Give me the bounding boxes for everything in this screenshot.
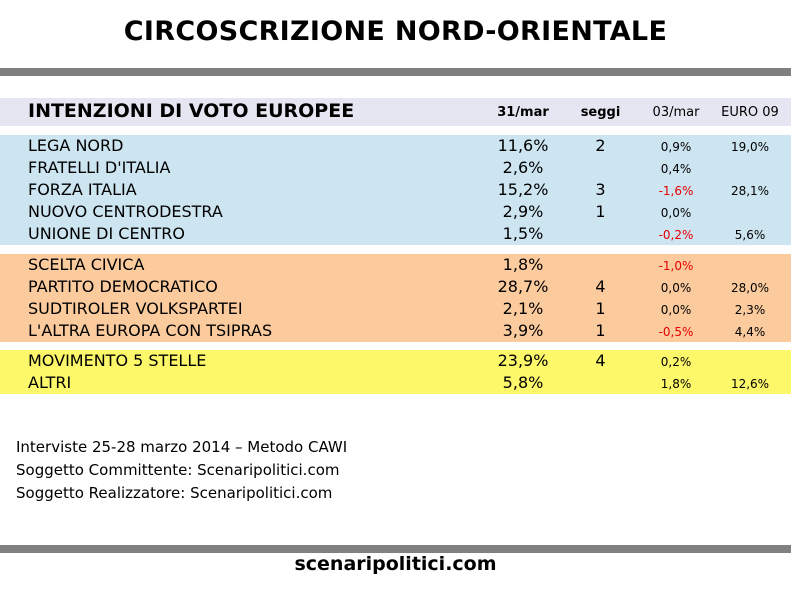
table-row: LEGA NORD 11,6% 2 0,9% 19,0%: [0, 135, 791, 157]
bottom-divider: [0, 545, 791, 553]
euro-09-result: 28,1%: [730, 184, 770, 198]
footer-site: scenaripolitici.com: [294, 553, 497, 575]
table-row: FRATELLI D'ITALIA 2,6% 0,4%: [0, 157, 791, 179]
party-name: NUOVO CENTRODESTRA: [28, 202, 223, 221]
table-header: INTENZIONI DI VOTO EUROPEE 31/mar seggi …: [0, 98, 791, 126]
delta-vs-03-mar: -0,5%: [658, 325, 694, 339]
page-title: CIRCOSCRIZIONE NORD-ORIENTALE: [123, 16, 668, 47]
column-header-euro-09: EURO 09: [721, 105, 779, 120]
seats-count: 3: [595, 180, 606, 199]
seats-count: 4: [595, 351, 606, 370]
column-header-03-mar: 03/mar: [652, 105, 700, 120]
seats-count: 1: [595, 202, 606, 221]
vote-share: 1,8%: [502, 255, 544, 274]
vote-share: 5,8%: [502, 373, 544, 392]
delta-vs-03-mar: -1,0%: [658, 259, 694, 273]
party-name: PARTITO DEMOCRATICO: [28, 277, 218, 296]
euro-09-result: 19,0%: [730, 140, 770, 154]
seats-count: 1: [595, 299, 606, 318]
vote-share: 2,9%: [502, 202, 544, 221]
table-row: NUOVO CENTRODESTRA 2,9% 1 0,0%: [0, 201, 791, 223]
table-row: PARTITO DEMOCRATICO 28,7% 4 0,0% 28,0%: [0, 276, 791, 298]
vote-share: 2,6%: [502, 158, 544, 177]
vote-share: 2,1%: [502, 299, 544, 318]
table-row: MOVIMENTO 5 STELLE 23,9% 4 0,2%: [0, 350, 791, 372]
note-interviews: Interviste 25-28 marzo 2014 – Metodo CAW…: [16, 438, 348, 456]
party-name: FORZA ITALIA: [28, 180, 137, 199]
survey-notes: Interviste 25-28 marzo 2014 – Metodo CAW…: [16, 436, 347, 505]
delta-vs-03-mar: 0,9%: [660, 140, 692, 154]
seats-count: 2: [595, 136, 606, 155]
table-row: FORZA ITALIA 15,2% 3 -1,6% 28,1%: [0, 179, 791, 201]
group-centrosinistra: SCELTA CIVICA 1,8% -1,0% PARTITO DEMOCRATIC…: [0, 254, 791, 342]
vote-share: 28,7%: [497, 277, 549, 296]
delta-vs-03-mar: 0,4%: [660, 162, 692, 176]
vote-share: 1,5%: [502, 224, 544, 243]
table-row: L'ALTRA EUROPA CON TSIPRAS 3,9% 1 -0,5% 4,4%: [0, 320, 791, 342]
vote-share: 3,9%: [502, 321, 544, 340]
table-row: SUDTIROLER VOLKSPARTEI 2,1% 1 0,0% 2,3%: [0, 298, 791, 320]
delta-vs-03-mar: -0,2%: [658, 228, 694, 242]
euro-09-result: 2,3%: [734, 303, 766, 317]
table-row: ALTRI 5,8% 1,8% 12,6%: [0, 372, 791, 394]
delta-vs-03-mar: 0,0%: [660, 206, 692, 220]
table-row: UNIONE DI CENTRO 1,5% -0,2% 5,6%: [0, 223, 791, 245]
party-name: SCELTA CIVICA: [28, 255, 145, 274]
vote-share: 23,9%: [497, 351, 549, 370]
euro-09-result: 12,6%: [730, 377, 770, 391]
note-client: Soggetto Committente: Scenaripolitici.co…: [16, 461, 340, 479]
delta-vs-03-mar: 0,0%: [660, 303, 692, 317]
party-name: L'ALTRA EUROPA CON TSIPRAS: [28, 321, 273, 340]
delta-vs-03-mar: 0,2%: [660, 355, 692, 369]
column-header-31-mar: 31/mar: [497, 105, 549, 120]
party-name: LEGA NORD: [28, 136, 124, 155]
column-header-seggi: seggi: [580, 105, 621, 120]
euro-09-result: 4,4%: [734, 325, 766, 339]
table-title: INTENZIONI DI VOTO EUROPEE: [28, 100, 355, 122]
party-name: ALTRI: [28, 373, 72, 392]
euro-09-result: 28,0%: [730, 281, 770, 295]
party-name: FRATELLI D'ITALIA: [28, 158, 171, 177]
note-producer: Soggetto Realizzatore: Scenaripolitici.c…: [16, 484, 333, 502]
seats-count: 4: [595, 277, 606, 296]
seats-count: 1: [595, 321, 606, 340]
party-name: SUDTIROLER VOLKSPARTEI: [28, 299, 243, 318]
vote-share: 11,6%: [497, 136, 549, 155]
table-row: SCELTA CIVICA 1,8% -1,0%: [0, 254, 791, 276]
delta-vs-03-mar: 0,0%: [660, 281, 692, 295]
vote-share: 15,2%: [497, 180, 549, 199]
group-centrodestra: LEGA NORD 11,6% 2 0,9% 19,0% FRATELLI D'ITALI…: [0, 135, 791, 245]
party-name: MOVIMENTO 5 STELLE: [28, 351, 207, 370]
group-others: MOVIMENTO 5 STELLE 23,9% 4 0,2% ALTRI 5,8% 1,8…: [0, 350, 791, 394]
delta-vs-03-mar: -1,6%: [658, 184, 694, 198]
top-divider: [0, 68, 791, 76]
party-name: UNIONE DI CENTRO: [28, 224, 186, 243]
delta-vs-03-mar: 1,8%: [660, 377, 692, 391]
euro-09-result: 5,6%: [734, 228, 766, 242]
